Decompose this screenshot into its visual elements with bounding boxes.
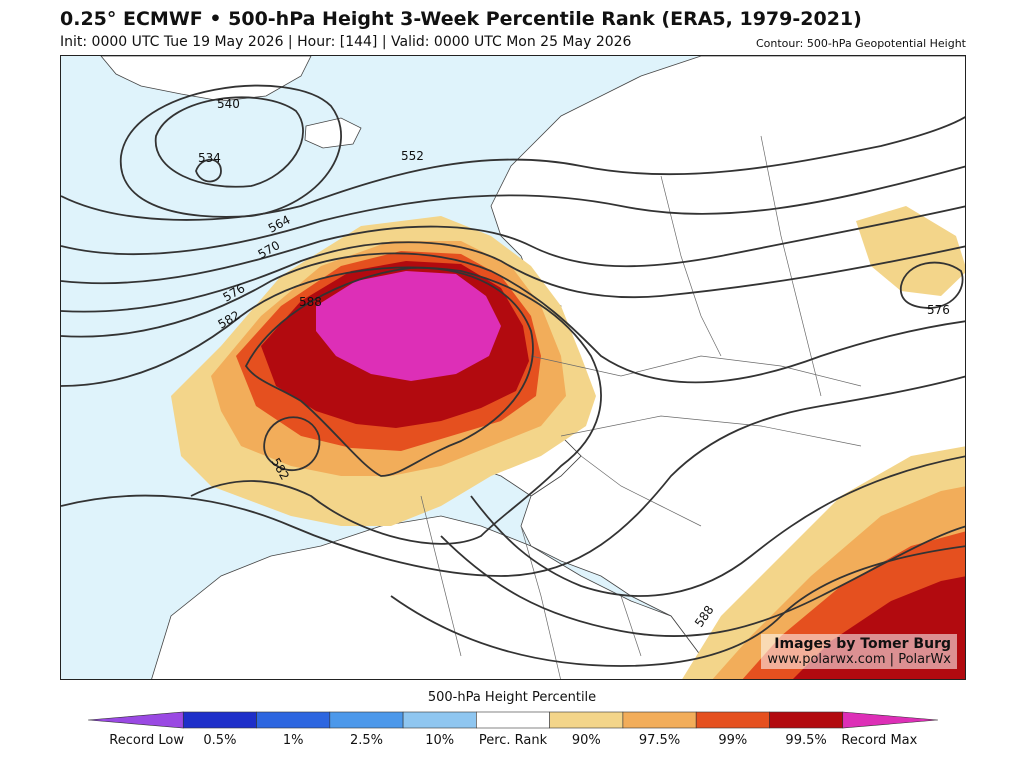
colorbar-cell xyxy=(402,711,477,729)
contour-label: 552 xyxy=(401,149,424,163)
colorbar-label: 2.5% xyxy=(349,733,383,748)
map-panel[interactable]: 540 534 552 564 570 576 582 588 582 588 … xyxy=(60,55,966,680)
contour-label: 570 xyxy=(256,238,283,262)
contour-588-south xyxy=(390,545,965,667)
colorbar-cell xyxy=(842,711,938,729)
land-north-africa xyxy=(151,515,720,679)
contour-588 xyxy=(244,267,534,477)
map-canvas: 540 534 552 564 570 576 582 588 582 588 … xyxy=(61,56,965,679)
colorbar-label: 1% xyxy=(282,733,304,748)
contour-south-1 xyxy=(61,375,965,577)
contour-570 xyxy=(61,241,965,313)
colorbar-label: 10% xyxy=(425,733,455,748)
contour-582 xyxy=(61,266,602,545)
contour-576-east xyxy=(899,261,964,309)
colorbar-label: 90% xyxy=(571,733,601,748)
colorbar-cell xyxy=(622,711,697,729)
colorbar-label: 97.5% xyxy=(638,733,681,748)
map-title: 0.25° ECMWF • 500-hPa Height 3-Week Perc… xyxy=(60,8,862,30)
colorbar-cell xyxy=(549,711,624,729)
contour-564 xyxy=(61,205,965,285)
colorbar-cell xyxy=(329,711,404,729)
colorbar-label: Record Max xyxy=(841,733,918,748)
colorbar-cell xyxy=(695,711,770,729)
colorbar-cell xyxy=(182,711,257,729)
colorbar-label: 0.5% xyxy=(203,733,237,748)
credit-author: Images by Tomer Burg xyxy=(774,636,951,652)
colorbar-cells xyxy=(88,711,938,729)
border-lines xyxy=(420,135,862,679)
legend-title: 500-hPa Height Percentile xyxy=(427,690,597,705)
map-subtitle: Init: 0000 UTC Tue 19 May 2026 | Hour: [… xyxy=(60,34,632,50)
colorbar-label: 99.5% xyxy=(785,733,827,748)
colorbar-label: 99% xyxy=(718,733,748,748)
shade-90-east xyxy=(856,206,965,296)
credit-box: Images by Tomer Burg www.polarwx.com | P… xyxy=(761,634,957,669)
contour-south-2 xyxy=(470,455,965,597)
contour-576 xyxy=(61,252,965,384)
contour-540 xyxy=(154,96,304,188)
land-greenland xyxy=(100,56,312,102)
height-contours xyxy=(61,84,965,667)
contour-534 xyxy=(195,158,222,183)
colorbar-label: Record Low xyxy=(109,733,184,748)
land-iceland xyxy=(304,117,362,149)
contour-558 xyxy=(61,165,965,256)
contour-south-3 xyxy=(440,525,965,637)
colorbar-cell xyxy=(769,711,844,729)
contour-546 xyxy=(120,84,342,218)
colorbar xyxy=(88,711,938,729)
contour-552 xyxy=(61,116,965,221)
contour-label: 540 xyxy=(217,97,240,111)
colorbar-label: Perc. Rank xyxy=(478,733,548,748)
contour-note: Contour: 500-hPa Geopotential Height xyxy=(755,37,966,50)
contour-label: 576 xyxy=(927,303,950,317)
contour-label: 588 xyxy=(299,295,322,309)
colorbar-cell xyxy=(256,711,331,729)
contour-label: 534 xyxy=(198,151,221,165)
colorbar-cell xyxy=(88,711,184,729)
credit-link[interactable]: www.polarwx.com | PolarWx xyxy=(767,652,951,667)
shade-record-max xyxy=(316,271,501,381)
colorbar-cell xyxy=(476,711,550,729)
contour-cutoff-low xyxy=(263,416,321,471)
